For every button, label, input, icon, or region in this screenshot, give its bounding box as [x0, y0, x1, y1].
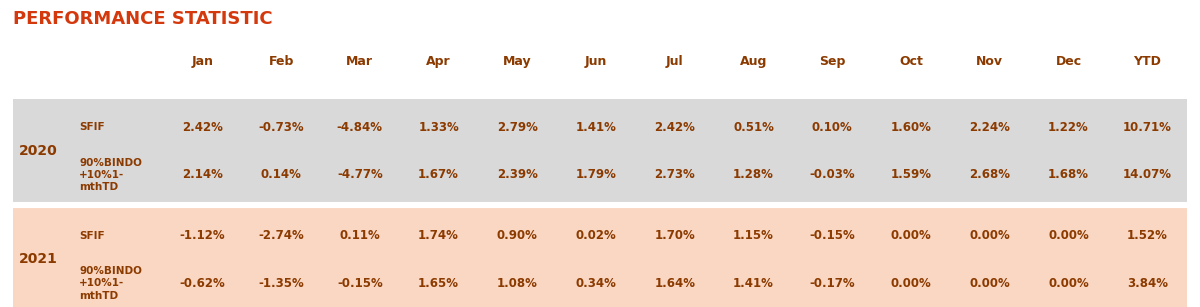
Text: 2.39%: 2.39%	[497, 169, 538, 181]
Text: 0.51%: 0.51%	[733, 121, 774, 134]
Text: 1.22%: 1.22%	[1048, 121, 1088, 134]
Text: 1.08%: 1.08%	[497, 277, 538, 290]
Text: 1.59%: 1.59%	[890, 169, 931, 181]
Text: Dec: Dec	[1056, 55, 1081, 68]
Text: 90%BINDO
+10%1-
mthTD: 90%BINDO +10%1- mthTD	[79, 157, 142, 192]
Text: Sep: Sep	[820, 55, 846, 68]
Text: -0.62%: -0.62%	[180, 277, 226, 290]
Text: 0.02%: 0.02%	[576, 229, 617, 243]
Text: YTD: YTD	[1133, 55, 1162, 68]
Text: 14.07%: 14.07%	[1123, 169, 1171, 181]
Text: 0.14%: 0.14%	[260, 169, 301, 181]
Text: 0.10%: 0.10%	[812, 121, 853, 134]
Text: 3.84%: 3.84%	[1127, 277, 1168, 290]
Text: 1.60%: 1.60%	[890, 121, 931, 134]
Text: -1.35%: -1.35%	[258, 277, 304, 290]
Text: 1.68%: 1.68%	[1048, 169, 1090, 181]
Text: 10.71%: 10.71%	[1123, 121, 1171, 134]
Text: 1.70%: 1.70%	[654, 229, 695, 243]
Text: -1.12%: -1.12%	[180, 229, 226, 243]
Text: Nov: Nov	[977, 55, 1003, 68]
Text: 0.34%: 0.34%	[576, 277, 617, 290]
Text: Jun: Jun	[584, 55, 607, 68]
Text: Jan: Jan	[191, 55, 214, 68]
Text: -4.84%: -4.84%	[337, 121, 383, 134]
Text: 0.00%: 0.00%	[970, 229, 1010, 243]
Text: 90%BINDO
+10%1-
mthTD: 90%BINDO +10%1- mthTD	[79, 266, 142, 301]
Text: PERFORMANCE STATISTIC: PERFORMANCE STATISTIC	[13, 10, 272, 28]
Text: Aug: Aug	[740, 55, 767, 68]
Text: 2.14%: 2.14%	[182, 169, 223, 181]
Text: 2021: 2021	[19, 252, 59, 266]
Text: Apr: Apr	[426, 55, 451, 68]
Text: Oct: Oct	[899, 55, 923, 68]
Text: 1.52%: 1.52%	[1127, 229, 1168, 243]
Text: 1.33%: 1.33%	[419, 121, 458, 134]
Text: -0.17%: -0.17%	[810, 277, 856, 290]
Text: Jul: Jul	[666, 55, 684, 68]
Text: 0.90%: 0.90%	[497, 229, 538, 243]
Text: SFIF: SFIF	[79, 231, 104, 241]
Text: May: May	[503, 55, 532, 68]
Text: 1.74%: 1.74%	[418, 229, 460, 243]
Text: 2.68%: 2.68%	[970, 169, 1010, 181]
Text: 2.42%: 2.42%	[182, 121, 223, 134]
Text: 1.67%: 1.67%	[418, 169, 460, 181]
Text: 1.64%: 1.64%	[654, 277, 695, 290]
Text: 2.79%: 2.79%	[497, 121, 538, 134]
Text: Feb: Feb	[269, 55, 294, 68]
Text: Mar: Mar	[347, 55, 373, 68]
Text: 2.73%: 2.73%	[654, 169, 695, 181]
Text: -2.74%: -2.74%	[258, 229, 304, 243]
FancyBboxPatch shape	[13, 208, 1187, 307]
Text: 1.15%: 1.15%	[733, 229, 774, 243]
Text: 2020: 2020	[19, 143, 58, 157]
Text: -0.15%: -0.15%	[810, 229, 856, 243]
Text: 0.11%: 0.11%	[340, 229, 380, 243]
Text: SFIF: SFIF	[79, 122, 104, 132]
Text: -0.03%: -0.03%	[810, 169, 856, 181]
Text: 0.00%: 0.00%	[970, 277, 1010, 290]
Text: -4.77%: -4.77%	[337, 169, 383, 181]
Text: 1.41%: 1.41%	[576, 121, 617, 134]
FancyBboxPatch shape	[13, 99, 1187, 202]
Text: 0.00%: 0.00%	[890, 229, 931, 243]
Text: 0.00%: 0.00%	[1048, 229, 1088, 243]
Text: -0.73%: -0.73%	[258, 121, 304, 134]
Text: 1.79%: 1.79%	[576, 169, 617, 181]
Text: 1.28%: 1.28%	[733, 169, 774, 181]
Text: 2.42%: 2.42%	[654, 121, 695, 134]
Text: 1.41%: 1.41%	[733, 277, 774, 290]
Text: 0.00%: 0.00%	[890, 277, 931, 290]
Text: 2.24%: 2.24%	[970, 121, 1010, 134]
Text: 1.65%: 1.65%	[418, 277, 460, 290]
Text: -0.15%: -0.15%	[337, 277, 383, 290]
Text: 0.00%: 0.00%	[1048, 277, 1088, 290]
